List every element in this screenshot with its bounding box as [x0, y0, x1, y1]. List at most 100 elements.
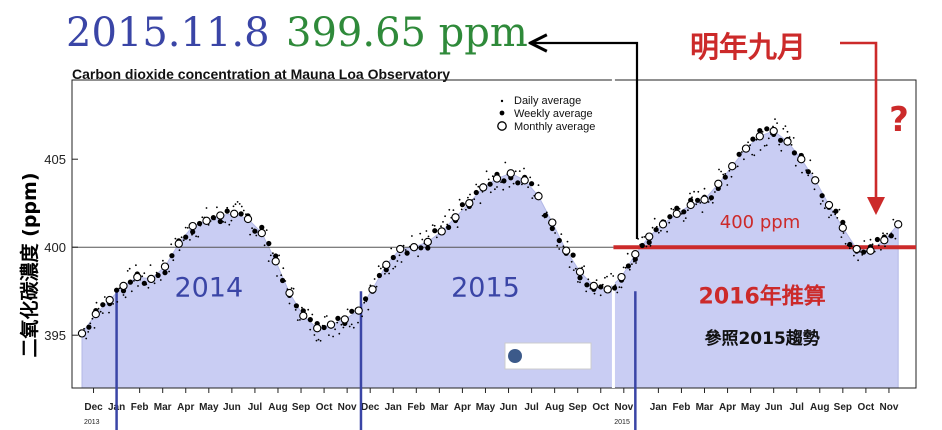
weekly-point	[757, 128, 763, 134]
monthly-point	[506, 169, 515, 178]
weekly-point	[266, 240, 272, 247]
daily-point	[342, 326, 345, 329]
daily-point	[431, 224, 434, 227]
daily-point	[577, 281, 579, 283]
daily-point	[751, 153, 754, 156]
x-tick-label: Jun	[765, 402, 783, 413]
year-label: 2015	[614, 419, 630, 426]
daily-point	[780, 149, 783, 152]
monthly-point	[188, 221, 197, 231]
weekly-point	[404, 250, 410, 256]
daily-point	[863, 240, 866, 242]
daily-point	[689, 192, 691, 195]
monthly-point	[755, 132, 764, 141]
weekly-point	[861, 249, 867, 255]
weekly-point	[639, 242, 645, 249]
daily-point	[626, 252, 629, 255]
chart-title: Carbon dioxide concentration at Mauna Lo…	[72, 66, 451, 82]
x-tick-label: Jun	[223, 402, 241, 413]
monthly-point	[728, 162, 737, 171]
value-pointer-arrow	[532, 43, 639, 239]
daily-point	[558, 248, 561, 250]
daily-point	[697, 190, 700, 193]
daily-point	[494, 188, 496, 191]
weekly-point	[259, 224, 265, 230]
x-tick-label: May	[476, 402, 496, 413]
daily-point	[323, 316, 326, 318]
daily-point	[840, 236, 843, 239]
weekly-point	[280, 277, 286, 284]
monthly-point	[479, 183, 488, 192]
next-september-label: 明年九月	[690, 30, 807, 64]
daily-point	[170, 243, 173, 246]
daily-point	[336, 321, 339, 324]
weekly-point	[708, 195, 715, 201]
plot-frame	[71, 79, 917, 389]
daily-point	[743, 158, 745, 161]
daily-point	[334, 328, 336, 331]
x-tick-label: Jul	[789, 402, 804, 413]
daily-point	[792, 137, 795, 139]
daily-point	[95, 301, 98, 304]
legend-weekly-label: Weekly average	[514, 108, 593, 120]
daily-point	[811, 172, 814, 175]
daily-point	[186, 227, 189, 229]
monthly-point	[894, 220, 903, 229]
weekly-point	[750, 136, 756, 142]
daily-point	[809, 159, 812, 162]
monthly-point	[534, 192, 543, 201]
daily-point	[352, 326, 355, 329]
daily-point	[529, 176, 532, 179]
monthly-point	[880, 236, 889, 245]
weekly-point	[653, 227, 659, 233]
daily-point	[485, 170, 488, 173]
daily-point	[880, 248, 882, 251]
daily-point	[162, 259, 164, 262]
logo-emblem	[508, 349, 522, 363]
daily-point	[269, 254, 272, 257]
monthly-point	[409, 243, 419, 252]
x-tick-label: Jan	[385, 402, 402, 413]
daily-point	[267, 260, 270, 262]
daily-point	[631, 263, 633, 265]
daily-point	[684, 217, 687, 220]
weekly-point	[819, 193, 825, 199]
weekly-point	[577, 275, 583, 281]
curve-fill-area	[81, 130, 899, 389]
daily-point	[595, 279, 598, 281]
daily-point	[85, 337, 88, 340]
daily-point	[435, 236, 438, 239]
daily-point	[180, 236, 183, 239]
daily-point	[103, 296, 106, 298]
weekly-point	[432, 228, 438, 234]
monthly-point	[119, 281, 128, 291]
daily-point	[857, 259, 859, 262]
y-tick-label: 395	[44, 328, 66, 343]
daily-point	[521, 183, 523, 186]
x-tick-label: Apr	[454, 402, 471, 413]
monthly-point	[174, 239, 183, 248]
weekly-point	[840, 219, 846, 225]
daily-point	[396, 260, 399, 262]
daily-point	[763, 144, 766, 147]
daily-point	[568, 266, 571, 268]
daily-point	[572, 269, 575, 271]
monthly-point	[645, 232, 654, 241]
daily-point	[695, 203, 698, 206]
monthly-point	[451, 213, 460, 222]
daily-point	[469, 193, 471, 196]
monthly-point	[741, 144, 751, 153]
x-tick-label: Jan	[650, 402, 667, 413]
weekly-point	[418, 245, 424, 251]
daily-point	[87, 331, 90, 333]
daily-point	[126, 270, 129, 272]
daily-point	[296, 319, 299, 321]
daily-point	[328, 334, 330, 336]
daily-point	[232, 205, 235, 208]
daily-point	[653, 217, 656, 220]
daily-point	[502, 188, 505, 191]
daily-point	[755, 138, 758, 141]
weekly-point	[141, 280, 147, 286]
weekly-point	[695, 197, 701, 203]
daily-point	[599, 294, 602, 297]
